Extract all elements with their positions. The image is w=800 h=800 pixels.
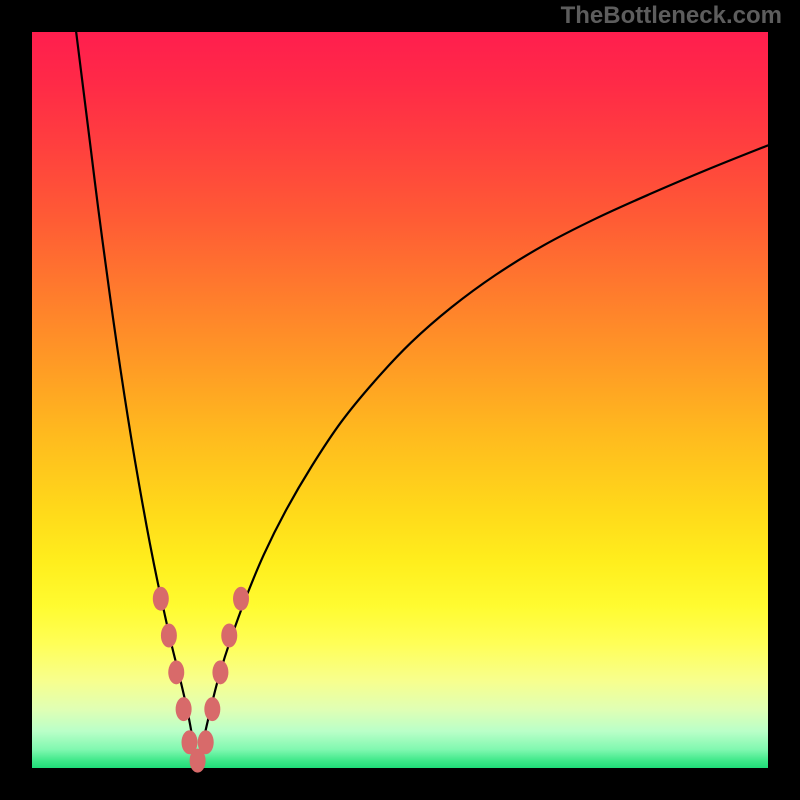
chart-svg	[0, 0, 800, 800]
curve-marker	[233, 587, 249, 611]
curve-marker	[204, 697, 220, 721]
curve-marker	[198, 730, 214, 754]
curve-marker	[212, 660, 228, 684]
curve-marker	[176, 697, 192, 721]
curve-marker	[168, 660, 184, 684]
curve-marker	[161, 624, 177, 648]
curve-marker	[153, 587, 169, 611]
chart-container: TheBottleneck.com	[0, 0, 800, 800]
watermark-text: TheBottleneck.com	[561, 2, 782, 30]
bottleneck-curve	[76, 32, 768, 764]
curve-marker	[221, 624, 237, 648]
